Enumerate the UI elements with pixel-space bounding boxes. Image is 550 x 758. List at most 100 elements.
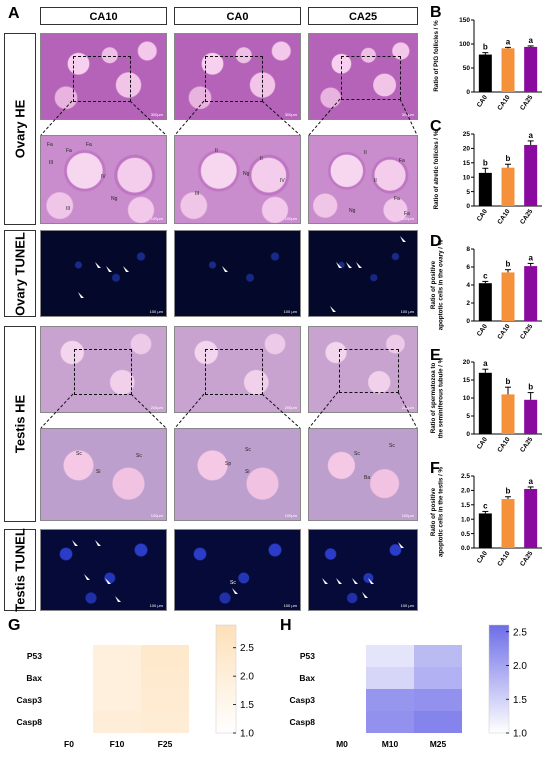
tissue-tag: Fa — [394, 196, 400, 202]
tissue-tag: III — [49, 160, 54, 166]
heatmap-cell — [45, 711, 93, 733]
arrow-icon — [123, 266, 129, 272]
heatmap-col-label: M25 — [430, 739, 447, 749]
arrow-icon — [356, 262, 362, 268]
arrow-icon — [72, 540, 78, 546]
y-tick-label: 0 — [466, 203, 470, 210]
y-tick-label: 25 — [463, 131, 471, 138]
heatmap-col-label: M10 — [382, 739, 399, 749]
heatmap-cell — [93, 711, 141, 733]
y-tick-label: 150 — [459, 17, 470, 24]
significance-letter: a — [528, 477, 533, 486]
y-tick-label: 2.0 — [461, 488, 470, 495]
significance-letter: a — [528, 36, 533, 45]
y-axis-label-line: apoptotic cells in the ovary / % — [438, 239, 445, 330]
arrow-icon — [352, 578, 358, 584]
arrow-icon — [336, 578, 342, 584]
scale-bar-label: 200μm — [284, 405, 297, 410]
colorbar-tick-label: 2.0 — [240, 672, 254, 683]
y-tick-label: 100 — [459, 41, 470, 48]
panel-label-f: F — [430, 460, 440, 477]
x-tick-label: CA0 — [476, 208, 489, 223]
zoom-connector-line — [174, 393, 205, 429]
heatmap-cell — [366, 645, 414, 667]
heatmap-H: P53 Bax Casp3 Casp8 M0 M10 M25 1.0 1.5 2.0 2.5 — [289, 624, 527, 749]
bar-chart-C: Ratio of atretic follicles / % 0 5 10 15 20 25… — [433, 130, 542, 226]
colorbar-tick-label: 1.5 — [513, 695, 527, 706]
row-label-ovary-he: Ovary HE — [4, 33, 36, 225]
heatmap-row-label: P53 — [27, 651, 42, 661]
tissue-tag: Ng — [243, 171, 250, 177]
y-tick-label: 2 — [466, 300, 470, 307]
colorbar-tick-label: 2.0 — [513, 661, 527, 672]
heatmap-cell — [366, 667, 414, 689]
micrograph-ovary-he-ca0: 300μm — [174, 33, 301, 120]
row-label-testis-tunel: Testis TUNEL — [4, 528, 36, 612]
micrograph-testis-he-zoom-ca10: Sc Sc Si 100μm — [40, 428, 167, 521]
arrow-icon — [400, 236, 406, 242]
y-axis-label: Ratio of atretic follicles / % — [433, 130, 440, 209]
y-tick-label: 5 — [466, 189, 470, 196]
significance-letter: c — [483, 271, 488, 280]
colorbar-tick-label: 1.0 — [513, 729, 527, 740]
significance-letter: b — [528, 383, 533, 392]
heatmap-cell — [141, 711, 189, 733]
y-tick-label: 0 — [466, 89, 470, 96]
tissue-tag: Sc — [354, 451, 360, 457]
micrograph-ovary-tunel-ca10: 100 μm — [40, 230, 167, 317]
zoom-connector-line — [174, 100, 205, 136]
panel-label-e: E — [430, 347, 441, 364]
micrograph-ovary-tunel-ca25: 100 μm — [308, 230, 418, 317]
y-tick-label: 10 — [463, 395, 471, 402]
tissue-tag: IV — [280, 178, 285, 184]
y-axis-label: Ratio of spermatozoa tothe seminiferous … — [430, 357, 445, 438]
heatmap-cell — [141, 689, 189, 711]
scale-bar-label: 200μm — [401, 405, 414, 410]
panel-label-c: C — [430, 118, 442, 135]
panel-label-d: D — [430, 233, 442, 250]
micrograph-testis-he-ca10: 200μm — [40, 326, 167, 413]
heatmap-col-label: F25 — [158, 739, 173, 749]
heatmap-row-label: Casp3 — [16, 695, 42, 705]
significance-letter: a — [506, 37, 511, 46]
micrograph-ovary-tunel-ca0: 100 μm — [174, 230, 301, 317]
arrow-icon — [322, 578, 328, 584]
tissue-tag: IV — [101, 174, 106, 180]
panel-label-b: B — [430, 4, 442, 21]
zoom-connector-line — [129, 100, 167, 136]
arrow-icon — [84, 574, 90, 580]
x-tick-label: CA25 — [519, 208, 534, 226]
arrow-markers — [72, 236, 406, 602]
heatmap-cell — [366, 689, 414, 711]
y-axis-label-line: Ratio of atretic follicles / % — [433, 130, 440, 209]
heatmap-row-label: P53 — [300, 651, 315, 661]
heatmaps: P53 Bax Casp3 Casp8 F0 F10 F25 1.0 1.5 2.0 2.5 P53 B… — [16, 624, 527, 749]
x-tick-label: CA10 — [496, 94, 511, 112]
y-tick-label: 4 — [466, 282, 470, 289]
heatmap-col-label: F10 — [110, 739, 125, 749]
tissue-tag: II — [260, 156, 263, 162]
tissue-tag: III — [195, 191, 200, 197]
tissue-tag: Fa — [404, 211, 410, 217]
tissue-tag: Sc — [245, 447, 251, 453]
heatmap-cell — [93, 645, 141, 667]
heatmap-row-label: Bax — [26, 673, 42, 683]
heatmap-cell — [414, 689, 462, 711]
scale-bar-label: 100μm — [150, 513, 163, 518]
zoom-region-box — [341, 56, 401, 100]
tissue-tag: Fa — [399, 158, 405, 164]
y-tick-label: 50 — [463, 65, 471, 72]
zoom-connector-line — [261, 100, 301, 136]
micrograph-testis-tunel-ca25: 100 μm — [308, 529, 418, 611]
bar-charts: Ratio of PtG follicles / %050100150bCA0a… — [430, 17, 542, 568]
bar-CA10 — [501, 167, 515, 206]
bar-CA10 — [501, 272, 515, 321]
tissue-tag: Ng — [111, 196, 118, 202]
bar-chart-D: Ratio of positiveapoptotic cells in the … — [430, 239, 542, 341]
arrow-icon — [346, 262, 352, 268]
x-tick-label: CA10 — [496, 323, 511, 341]
arrow-icon — [336, 262, 342, 268]
arrow-icon — [105, 578, 111, 584]
heatmap-cell — [45, 689, 93, 711]
bar-CA0 — [478, 372, 492, 434]
